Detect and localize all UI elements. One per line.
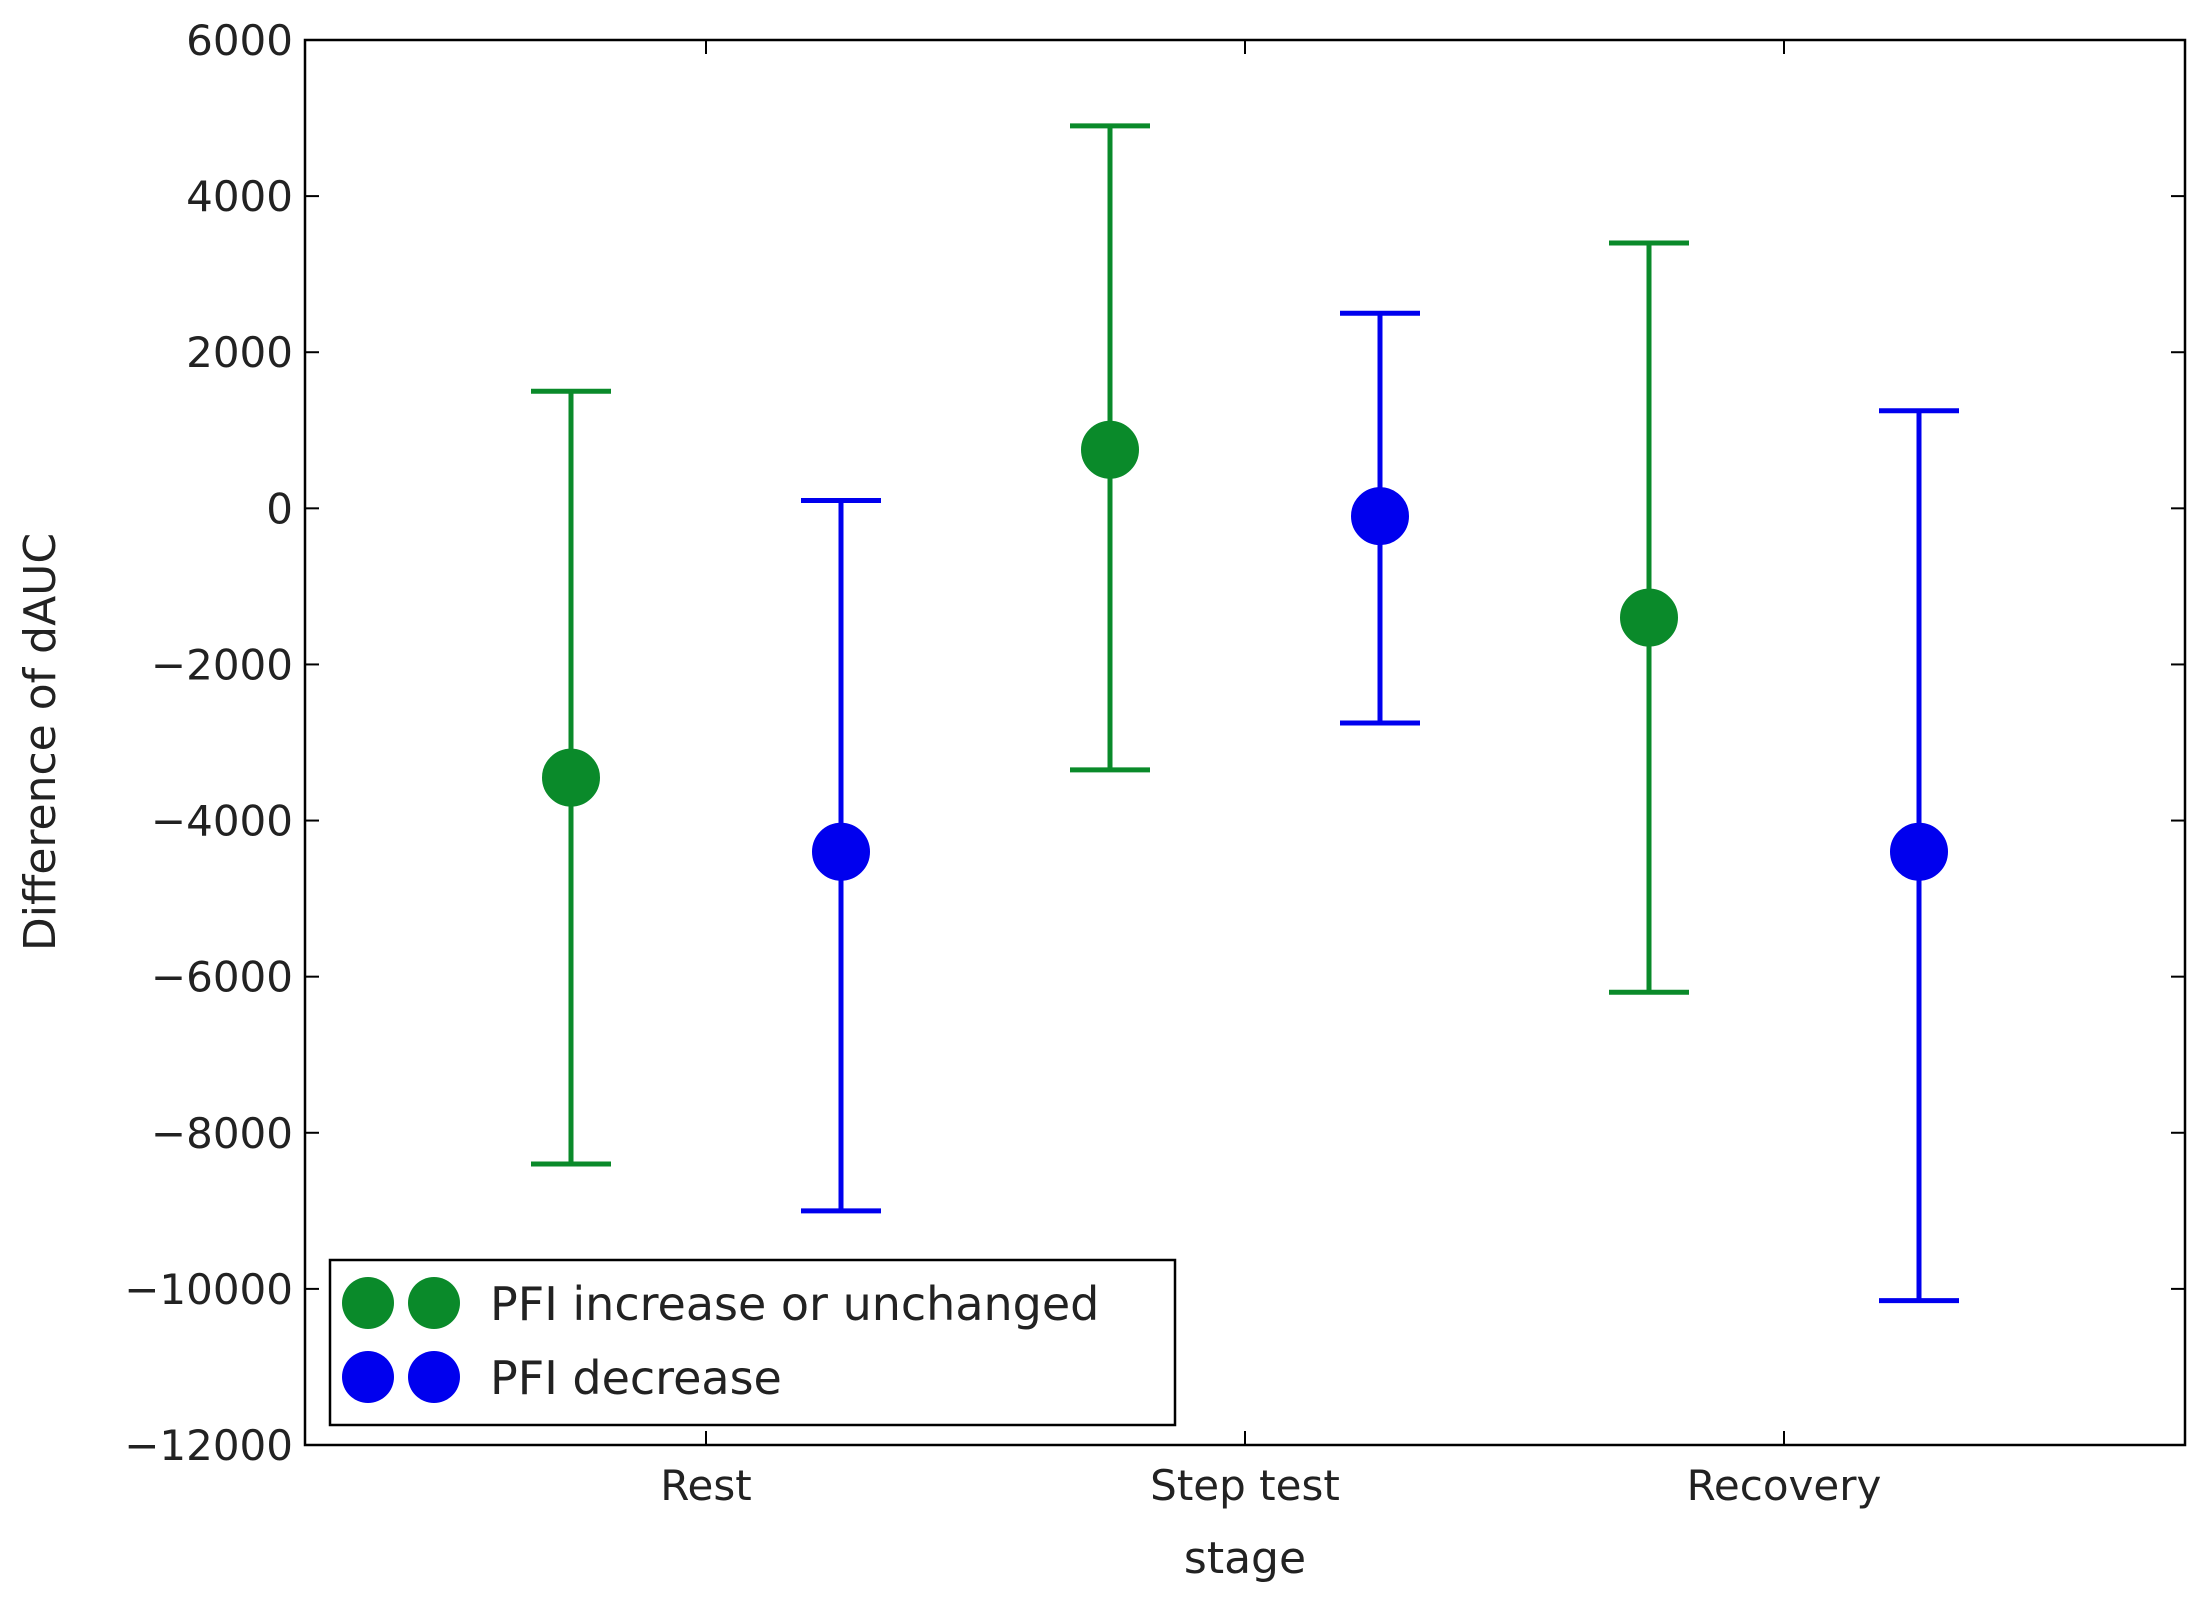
x-tick-label: Step test	[1150, 1461, 1340, 1510]
y-tick-label: −12000	[124, 1421, 293, 1470]
legend-box	[328, 1258, 1177, 1427]
mean-marker	[1890, 822, 1948, 881]
legend-marker-series-0-b	[408, 1277, 460, 1329]
x-tick-label: Rest	[660, 1461, 752, 1510]
errorbar-point	[1070, 123, 1150, 773]
plot-background	[305, 40, 2185, 1445]
legend-entry-series-1: PFI decrease	[342, 1351, 782, 1405]
errorbar-point	[1879, 408, 1959, 1304]
errorbar-point	[1340, 310, 1420, 726]
mean-marker	[1351, 487, 1409, 546]
y-tick-label: 0	[266, 484, 293, 533]
legend: PFI increase or unchanged PFI decrease	[328, 1258, 1177, 1427]
errorbar-point	[531, 388, 611, 1167]
legend-entry-series-0: PFI increase or unchanged	[342, 1277, 1099, 1331]
y-tick-label: −10000	[124, 1265, 293, 1314]
legend-label-series-0: PFI increase or unchanged	[490, 1277, 1099, 1331]
y-tick-label: 2000	[186, 328, 293, 377]
y-tick-label: −2000	[151, 640, 293, 689]
y-tick-label: 6000	[186, 16, 293, 65]
y-tick-label: −6000	[151, 953, 293, 1002]
legend-marker-series-0-a	[342, 1277, 394, 1329]
x-axis-title: stage	[1184, 1533, 1306, 1584]
y-axis: 6000 4000 2000 0 −2000 −4000 −6000 −8000 −10000 −…	[124, 16, 2185, 1470]
errorbar-point	[1609, 240, 1689, 995]
y-axis-title: Difference of dAUC	[15, 533, 66, 951]
legend-marker-series-1-a	[342, 1351, 394, 1403]
x-axis: Rest Step test Recovery	[660, 40, 1881, 1510]
y-tick-label: −8000	[151, 1109, 293, 1158]
legend-label-series-1: PFI decrease	[490, 1351, 782, 1405]
plot-frame	[303, 38, 2187, 1447]
mean-marker	[1620, 588, 1678, 647]
series-marks	[531, 123, 1959, 1304]
errorbar-point	[801, 498, 881, 1214]
mean-marker	[812, 822, 870, 881]
y-tick-label: −4000	[151, 797, 293, 846]
mean-marker	[542, 748, 600, 807]
legend-marker-series-1-b	[408, 1351, 460, 1403]
x-tick-label: Recovery	[1687, 1461, 1882, 1510]
mean-marker	[1081, 420, 1139, 479]
y-tick-label: 4000	[186, 172, 293, 221]
